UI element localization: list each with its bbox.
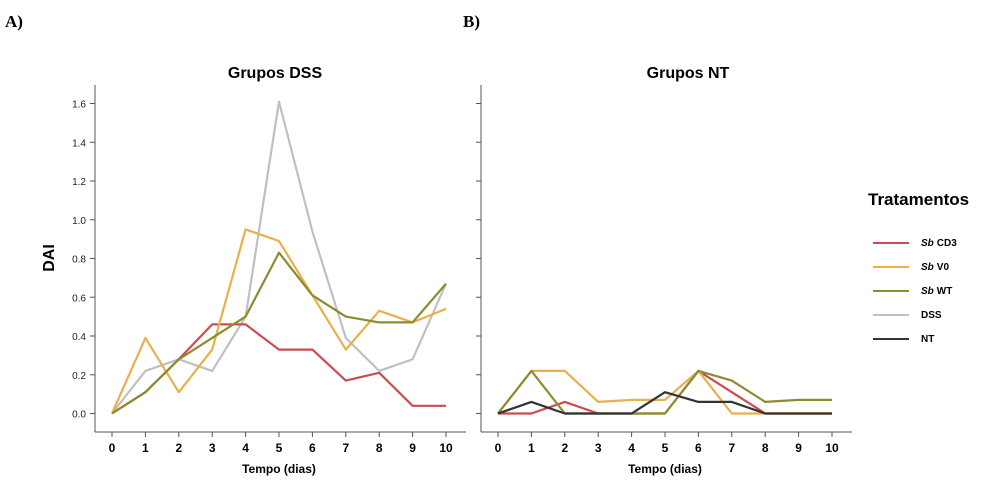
chart-nt-title: Grupos NT: [647, 65, 730, 82]
legend-label-text: V0: [936, 261, 950, 273]
chart-dss-y-tick-label: 0.2: [72, 371, 86, 382]
legend-swatch: [873, 290, 909, 292]
chart-dss-x-tick-label: 6: [309, 441, 316, 455]
chart-nt-x-tick-label: 10: [825, 441, 839, 455]
legend-swatch: [873, 242, 909, 244]
chart-dss-y-tick-label: 0.4: [72, 332, 86, 343]
legend-item: Sb WT: [873, 284, 952, 298]
panel-label-a: A): [5, 12, 23, 31]
chart-nt-x-tick-label: 1: [528, 441, 535, 455]
chart-dss-title: Grupos DSS: [228, 65, 323, 82]
chart-nt-series-sb-wt: [497, 369, 832, 415]
legend-label-text: WT: [936, 285, 953, 297]
chart-nt-x-tick-label: 3: [595, 441, 602, 455]
chart-dss-x-tick-label: 3: [209, 441, 216, 455]
chart-dss-y-tick-label: 1.4: [72, 138, 86, 149]
chart-dss-x-tick-label: 9: [409, 441, 416, 455]
chart-dss-x-tick-label: 4: [242, 441, 249, 455]
chart-dss-series-sb-wt: [111, 251, 447, 415]
chart-dss-x-tick-label: 2: [175, 441, 182, 455]
chart-dss-series-dss: [111, 100, 448, 415]
legend-species-prefix: Sb: [921, 261, 934, 273]
chart-dss-y-tick-label: 0.8: [72, 255, 86, 266]
legend-item: Sb V0: [873, 260, 949, 274]
chart-nt-series-nt: [497, 391, 832, 415]
legend-label: NT: [921, 334, 934, 345]
chart-dss-x-axis-label: Tempo (dias): [242, 462, 316, 476]
legend-label-text: DSS: [921, 309, 942, 321]
chart-nt-x-axis-label: Tempo (dias): [628, 462, 702, 476]
panel-label-b: B): [463, 12, 480, 31]
chart-nt-x-tick-label: 7: [728, 441, 735, 455]
legend-species-prefix: Sb: [921, 237, 934, 249]
chart-dss-y-tick-label: 1.2: [72, 177, 86, 188]
chart-nt-x-tick-label: 8: [762, 441, 769, 455]
legend-species-prefix: Sb: [921, 285, 934, 297]
legend-label-text: CD3: [936, 237, 957, 249]
chart-nt-x-tick-label: 5: [662, 441, 669, 455]
legend-title: Tratamentos: [868, 190, 970, 209]
chart-dss-x-tick-label: 7: [342, 441, 349, 455]
chart-nt-x-tick-label: 4: [628, 441, 635, 455]
chart-dss-y-tick-label: 0.0: [72, 410, 86, 421]
chart-dss-x-tick-label: 5: [276, 441, 283, 455]
legend-label-text: NT: [921, 333, 935, 345]
chart-nt-x-tick-label: 6: [695, 441, 702, 455]
legend-label: DSS: [921, 310, 942, 321]
chart-dss-y-axis-label: DAI: [41, 244, 58, 272]
legend-item: Sb CD3: [873, 236, 957, 250]
legend-swatch: [873, 314, 909, 316]
chart-dss-series-sb-cd3: [111, 323, 446, 415]
chart-nt-x-tick-label: 9: [795, 441, 802, 455]
legend-swatch: [873, 266, 909, 268]
chart-dss-x-tick-label: 8: [376, 441, 383, 455]
chart-dss-x-tick-label: 10: [439, 441, 453, 455]
chart-dss-y-tick-label: 1.0: [72, 216, 86, 227]
legend-label: Sb WT: [921, 286, 952, 297]
legend-label: Sb CD3: [921, 238, 957, 249]
chart-nt-x-tick-label: 2: [561, 441, 568, 455]
chart-dss-y-tick-label: 0.6: [72, 293, 86, 304]
legend-item: NT: [873, 332, 934, 346]
chart-nt-x-tick-label: 0: [495, 441, 502, 455]
chart-dss-y-tick-label: 1.6: [72, 100, 86, 111]
legend-item: DSS: [873, 308, 942, 322]
legend-swatch: [873, 338, 909, 340]
legend-label: Sb V0: [921, 262, 949, 273]
chart-dss-x-tick-label: 0: [109, 441, 116, 455]
chart-dss-series-sb-v0: [110, 228, 447, 414]
chart-dss-x-tick-label: 1: [142, 441, 149, 455]
